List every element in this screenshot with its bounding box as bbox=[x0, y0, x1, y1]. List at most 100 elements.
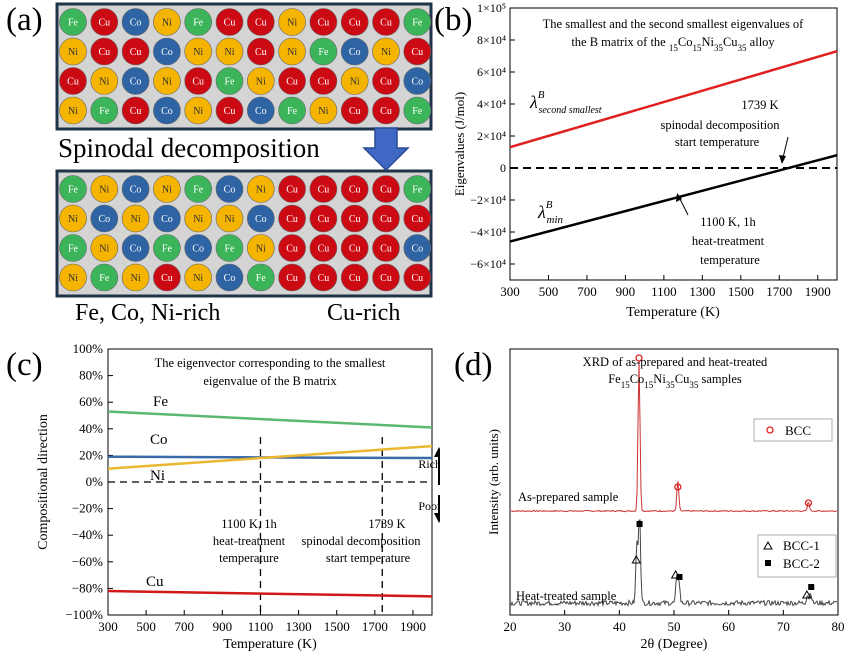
atom-label: Cu bbox=[380, 106, 392, 117]
atom-label: Cu bbox=[349, 273, 361, 284]
x-tick-label: 1700 bbox=[766, 284, 792, 299]
cu-rich-label: Cu-rich bbox=[327, 300, 401, 326]
atom-co bbox=[403, 67, 432, 95]
atom-label: Cu bbox=[318, 185, 330, 196]
atom-label: Ni bbox=[225, 214, 235, 225]
eigenvector-chart: 300 500 700 900 1100 1300 1500 1700 1900 −100% −80… bbox=[36, 341, 440, 652]
x-tick-label: 60 bbox=[722, 619, 735, 634]
x-tick-label: 30 bbox=[558, 619, 571, 634]
atom-ni bbox=[215, 204, 244, 233]
atom-fe bbox=[215, 67, 244, 95]
atom-label: Co bbox=[130, 77, 142, 88]
y-tick-label: 60% bbox=[79, 394, 103, 409]
atom-label: Cu bbox=[255, 18, 267, 29]
annotation-arrowhead bbox=[779, 155, 786, 164]
atom-label: Cu bbox=[349, 185, 361, 196]
poor-arrowhead bbox=[434, 513, 440, 523]
bottom-atom-grid: Fe Ni Co Ni Fe Co Ni Cu Cu Cu Cu Fe Ni Co Ni Co Ni Ni Co Cu… bbox=[55, 169, 433, 298]
atom-fe bbox=[403, 96, 432, 125]
atom-label: Cu bbox=[67, 77, 79, 88]
atom-cu bbox=[340, 175, 369, 203]
atom-label: Ni bbox=[68, 273, 78, 284]
atom-label: Fe bbox=[412, 106, 423, 117]
atom-ni bbox=[184, 263, 212, 292]
atom-fe bbox=[215, 234, 244, 262]
x-tick-label: 1300 bbox=[689, 284, 715, 299]
atom-label: Fe bbox=[225, 77, 236, 88]
rich-arrowhead bbox=[434, 447, 440, 457]
atom-cu bbox=[372, 67, 400, 95]
atom-label: Ni bbox=[68, 47, 78, 58]
atom-label: Cu bbox=[224, 18, 236, 29]
panel-d-label: (d) bbox=[454, 347, 493, 383]
x-tick-label: 900 bbox=[213, 619, 233, 634]
atom-label: Fe bbox=[193, 185, 204, 196]
x-tick-label: 1500 bbox=[324, 619, 350, 634]
atom-cu bbox=[340, 204, 369, 233]
atom-co bbox=[403, 234, 432, 262]
atom-fe bbox=[246, 263, 275, 292]
poor-label: Poor bbox=[418, 499, 440, 513]
atom-fe bbox=[184, 8, 212, 36]
atom-label: Ni bbox=[193, 214, 203, 225]
series-label-co: Co bbox=[150, 432, 168, 448]
xrd-pattern bbox=[510, 360, 837, 513]
atom-ni bbox=[372, 37, 400, 66]
atom-label: Cu bbox=[286, 77, 298, 88]
atom-cu bbox=[403, 204, 432, 233]
atom-label: Cu bbox=[224, 106, 236, 117]
atom-cu bbox=[90, 8, 119, 36]
atom-label: Ni bbox=[287, 18, 297, 29]
series-line-cu bbox=[108, 589, 432, 598]
atom-label: Co bbox=[161, 47, 173, 58]
legend-bottom bbox=[757, 534, 837, 578]
atom-ni bbox=[153, 8, 181, 36]
atom-co bbox=[153, 96, 181, 125]
atom-cu bbox=[403, 263, 432, 292]
legend-bcc1-marker bbox=[763, 540, 773, 550]
legend-bcc2-marker bbox=[765, 560, 771, 566]
y-tick-label: −20% bbox=[72, 501, 103, 516]
annotation-1100: temperature bbox=[700, 253, 760, 267]
atom-label: Cu bbox=[286, 273, 298, 284]
fe-co-ni-rich-label: Fe, Co, Ni-rich bbox=[75, 300, 221, 326]
legend-bcc-label: BCC bbox=[785, 423, 811, 438]
y-tick-label: 6×10⁴ bbox=[477, 65, 506, 79]
atom-cu bbox=[184, 67, 212, 95]
down-arrow bbox=[362, 127, 410, 172]
atom-cu bbox=[121, 96, 150, 125]
atom-fe bbox=[59, 234, 87, 262]
atom-label: Co bbox=[411, 77, 423, 88]
atom-label: Ni bbox=[256, 77, 266, 88]
atom-co bbox=[153, 37, 181, 66]
x-tick-label: 1300 bbox=[286, 619, 312, 634]
x-tick-label: 1900 bbox=[400, 619, 426, 634]
panel-d: (d) 20 30 40 50 60 70 80 XRD of as-prepared an… bbox=[440, 335, 846, 662]
atom-label: Cu bbox=[318, 273, 330, 284]
annotation-1100: temperature bbox=[219, 551, 279, 565]
atom-co bbox=[215, 175, 244, 203]
atom-label: Fe bbox=[225, 244, 236, 255]
atom-ni bbox=[121, 263, 150, 292]
annotation-1100: 1100 K, 1h bbox=[221, 517, 277, 531]
atom-label: Fe bbox=[99, 106, 110, 117]
atom-cu bbox=[153, 263, 181, 292]
y-tick-label: −100% bbox=[65, 607, 103, 622]
atom-label: Ni bbox=[162, 77, 172, 88]
x-tick-label: 500 bbox=[136, 619, 156, 634]
atom-ni bbox=[59, 96, 87, 125]
top-atom-grid: Fe Cu Co Ni Fe Cu Cu Ni Cu Cu Cu Fe Ni Cu Cu Co Ni Ni Cu Ni… bbox=[55, 2, 433, 131]
atom-co bbox=[90, 204, 119, 233]
x-tick-label: 1700 bbox=[362, 619, 388, 634]
atom-cu bbox=[278, 263, 306, 292]
y-tick-label: 8×10⁴ bbox=[477, 33, 506, 47]
atom-cu bbox=[372, 8, 400, 36]
atom-cu bbox=[340, 96, 369, 125]
atom-ni bbox=[278, 8, 306, 36]
atom-cu bbox=[278, 204, 306, 233]
atom-ni bbox=[59, 204, 87, 233]
atom-label: Fe bbox=[287, 106, 298, 117]
chart-title: the B matrix of the 15Co15Ni35Cu35 alloy bbox=[571, 35, 775, 53]
atom-label: Co bbox=[161, 106, 173, 117]
atom-ni bbox=[59, 263, 87, 292]
